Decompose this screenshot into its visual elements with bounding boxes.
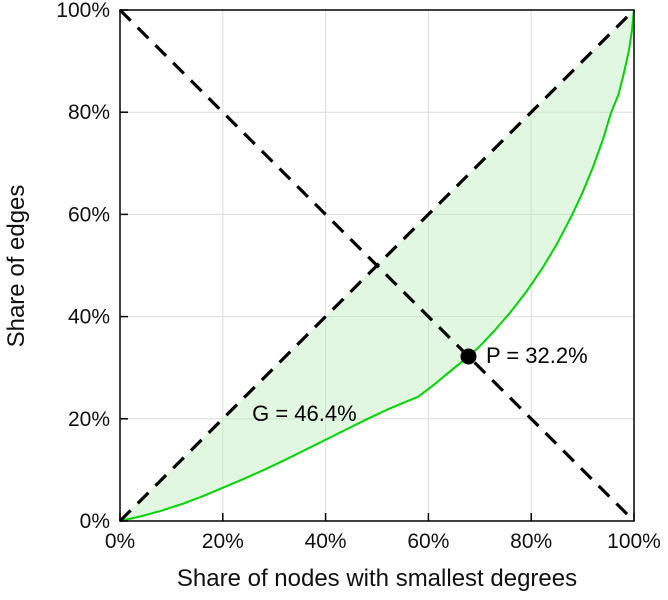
lorenz-curve-line [119,9,635,522]
plot-area: 0% 20% 40% 60% 80% 100% 0% 20% 40% 60% 80% 100% G = … [56,0,661,553]
pivot-point-marker [460,348,477,365]
y-tick-label: 60% [68,203,110,226]
plot-border [119,9,635,522]
y-tick-label: 20% [68,408,110,431]
x-tick-label: 80% [510,530,552,553]
x-tick-label: 20% [202,530,244,553]
y-axis-label: Share of edges [3,185,30,348]
gini-coefficient-label: G = 46.4% [252,401,357,426]
pivot-value-label: P = 32.2% [486,343,588,368]
x-axis-label: Share of nodes with smallest degrees [177,565,577,592]
y-tick-label: 100% [56,0,110,22]
x-tick-label: 60% [407,530,449,553]
y-tick-label: 40% [68,306,110,329]
y-tick-label: 0% [80,510,110,533]
anti-diagonal-line [118,8,636,523]
x-tick-label: 0% [105,530,135,553]
x-tick-label: 40% [305,530,347,553]
x-tick-label: 100% [607,530,661,553]
y-tick-label: 80% [68,101,110,124]
